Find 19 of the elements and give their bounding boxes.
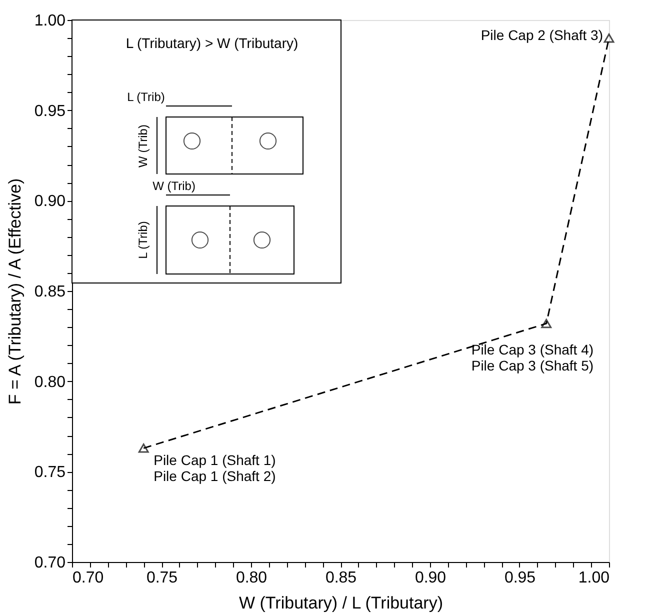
y-tick-label: 0.85 xyxy=(34,284,66,300)
x-axis-title: W (Tributary) / L (Tributary) xyxy=(238,594,444,612)
annotation: Pile Cap 3 (Shaft 4) Pile Cap 3 (Shaft 5) xyxy=(471,342,594,374)
y-tick-label: 0.70 xyxy=(34,554,66,572)
y-tick-label: 0.95 xyxy=(34,102,66,120)
annotation: Pile Cap 1 (Shaft 1) Pile Cap 1 (Shaft 2) xyxy=(154,452,276,484)
x-tick-label: 1.00 xyxy=(578,570,610,586)
x-tick-label: 0.85 xyxy=(325,570,357,586)
x-tick-label: 0.80 xyxy=(236,570,268,586)
y-tick-label: 0.80 xyxy=(34,374,66,391)
annotation: Pile Cap 2 (Shaft 3) xyxy=(480,27,603,44)
x-tick-label: 0.95 xyxy=(504,570,536,586)
y-axis-title: F = A (Tributary) / A (Effective) xyxy=(5,178,24,405)
x-tick-label: 0.75 xyxy=(146,570,178,586)
x-tick-label: 0.90 xyxy=(414,570,446,586)
x-tick-label: 0.70 xyxy=(72,570,104,586)
y-tick-label: 0.90 xyxy=(34,193,66,210)
y-tick-label: 0.75 xyxy=(34,464,66,482)
y-tick-label: 1.00 xyxy=(34,12,66,30)
